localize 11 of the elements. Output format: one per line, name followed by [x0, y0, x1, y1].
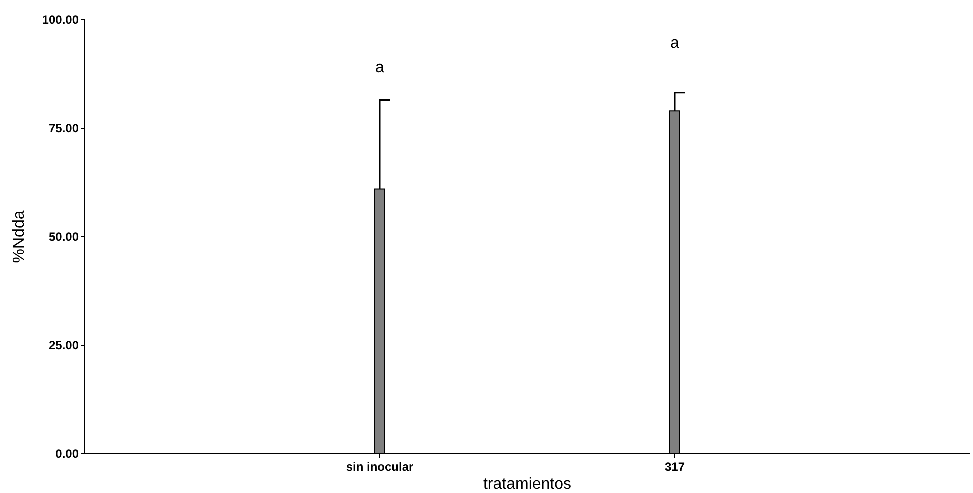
- annotation: a: [376, 59, 385, 76]
- annotation: a: [670, 34, 680, 52]
- y-tick-label: 75.00: [48, 122, 80, 136]
- y-axis-title: %Ndda: [11, 210, 28, 264]
- y-tick-label: 100.00: [42, 13, 80, 28]
- x-tick-label: 317: [664, 460, 686, 474]
- x-tick-label: sin inocular: [346, 460, 414, 474]
- y-tick-label: 25.00: [48, 338, 80, 353]
- x-axis-title: tratamientos: [483, 476, 572, 493]
- y-tick-label: 50.00: [48, 230, 80, 244]
- y-tick-label: 0.00: [56, 447, 80, 462]
